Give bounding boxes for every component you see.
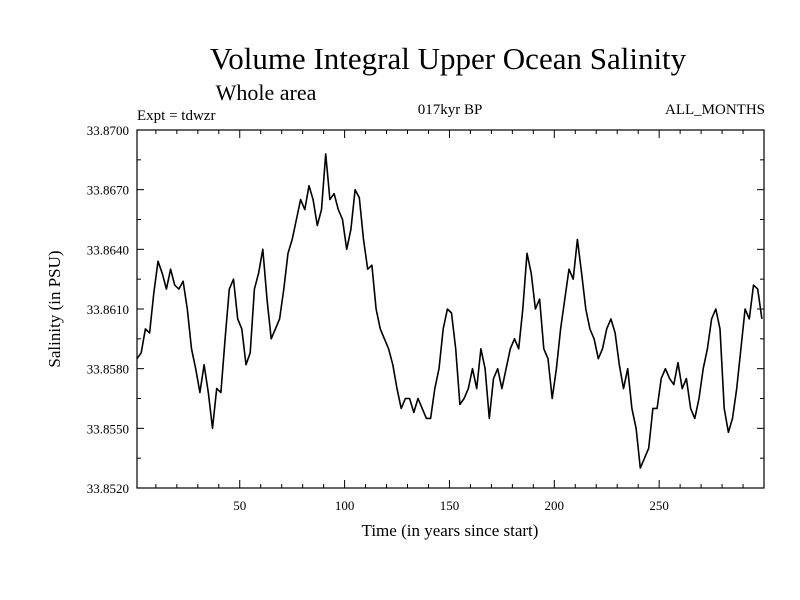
y-tick-label: 33.8640 [87, 242, 129, 257]
salinity-series-line [136, 153, 763, 469]
plot-frame [136, 129, 765, 489]
x-tick-label: 250 [649, 498, 669, 513]
y-tick-label: 33.8550 [87, 421, 129, 436]
series-group [136, 153, 763, 469]
period-label: 017kyr BP [418, 102, 483, 118]
chart-subtitle: Whole area [216, 80, 317, 105]
x-tick-label: 100 [335, 498, 355, 513]
chart-title: Volume Integral Upper Ocean Salinity [210, 41, 687, 76]
y-tick-label: 33.8520 [87, 481, 129, 496]
x-axis-label: Time (in years since start) [362, 521, 539, 540]
y-axis-label: Salinity (in PSU) [45, 250, 64, 367]
y-tick-label: 33.8670 [87, 183, 129, 198]
y-tick-label: 33.8580 [87, 362, 129, 377]
x-tick-label: 150 [440, 498, 460, 513]
y-tick-label: 33.8610 [87, 302, 129, 317]
y-tick-label: 33.8700 [87, 123, 129, 138]
x-tick-label: 50 [233, 498, 246, 513]
x-tick-label: 200 [545, 498, 565, 513]
months-label: ALL_MONTHS [665, 102, 765, 118]
experiment-label: Expt = tdwzr [137, 108, 215, 124]
